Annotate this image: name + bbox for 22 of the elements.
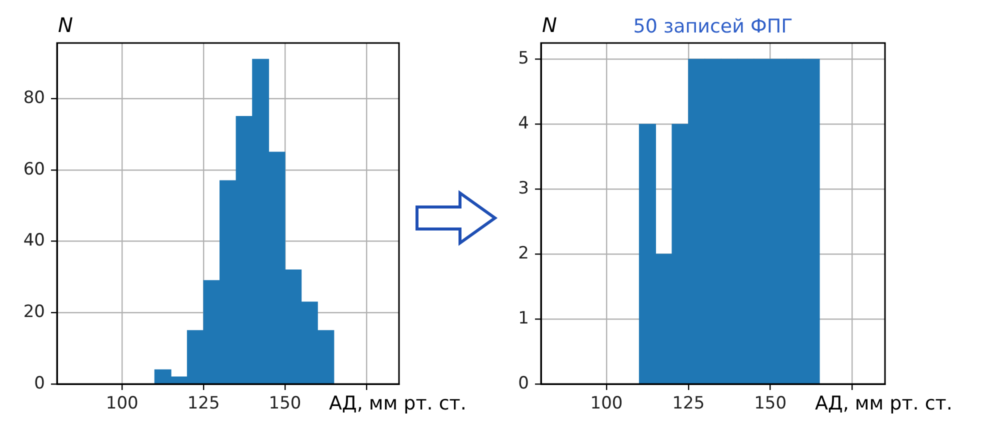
y-axis-title: N (58, 13, 73, 38)
y-tick-label: 0 (34, 373, 45, 394)
x-tick-label: 125 (187, 394, 220, 414)
y-tick-label: 4 (518, 114, 529, 134)
y-tick-label: 2 (518, 244, 529, 264)
y-axis-title: N (542, 13, 557, 38)
x-tick-label: 150 (268, 394, 302, 414)
x-tick-label: 150 (754, 394, 787, 414)
x-tick-label: 125 (672, 394, 705, 414)
x-tick-label: 100 (590, 394, 623, 414)
y-tick-label: 3 (518, 178, 529, 199)
y-tick-label: 40 (23, 230, 45, 251)
y-tick-label: 20 (23, 302, 45, 322)
y-tick-label: 60 (23, 159, 45, 180)
chart-title: 50 записей ФПГ (633, 15, 793, 38)
x-axis-title: АД, мм рт. ст. (815, 392, 952, 414)
y-tick-label: 1 (518, 308, 529, 328)
y-tick-label: 80 (23, 88, 45, 108)
x-tick-label: 100 (106, 394, 138, 414)
y-tick-label: 5 (518, 48, 529, 69)
x-axis-title: АД, мм рт. ст. (329, 392, 466, 414)
y-tick-label: 0 (518, 373, 529, 394)
